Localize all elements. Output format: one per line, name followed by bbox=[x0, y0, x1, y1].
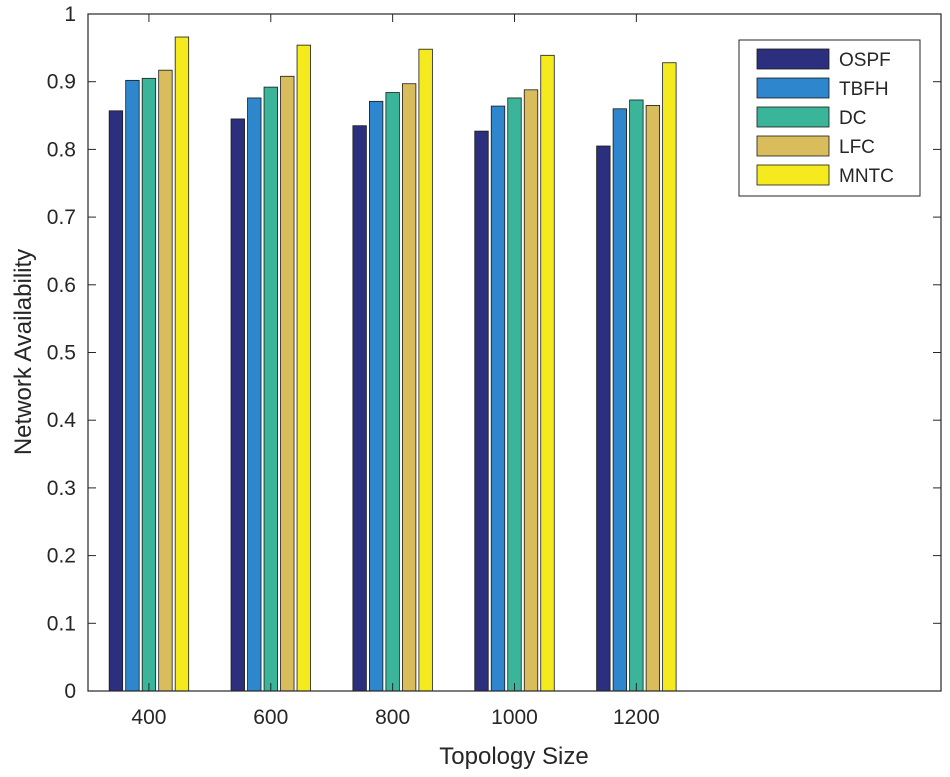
legend-label-dc: DC bbox=[839, 108, 866, 129]
x-axis-ticks: 400 600 800 1000 1200 bbox=[131, 14, 660, 729]
bar-ospf-1200 bbox=[596, 145, 611, 692]
y-tick-label: 0.1 bbox=[47, 612, 76, 635]
bar-mntc-1000 bbox=[540, 54, 555, 692]
bar-mntc-600 bbox=[296, 44, 311, 692]
bar-ospf-800 bbox=[352, 125, 367, 692]
bar-dc-1200 bbox=[629, 99, 644, 692]
legend-swatch-dc bbox=[756, 106, 830, 128]
y-tick-label: 0.2 bbox=[47, 545, 76, 568]
legend-swatch-tbfh bbox=[756, 77, 830, 99]
bar-lfc-600 bbox=[280, 75, 295, 692]
bar-tbfh-600 bbox=[247, 97, 262, 692]
bar-ospf-1000 bbox=[474, 130, 489, 692]
x-tick-label: 600 bbox=[253, 706, 288, 729]
legend: OSPF TBFH DC LFC MNTC bbox=[738, 39, 921, 197]
bar-tbfh-800 bbox=[368, 100, 384, 692]
y-tick-label: 0 bbox=[64, 680, 76, 703]
bar-mntc-800 bbox=[418, 48, 433, 692]
y-axis-ticks: 0 0.1 0.2 0.3 0.4 0.5 0.6 0.7 0.8 0.9 1 bbox=[47, 3, 941, 703]
bar-lfc-1000 bbox=[523, 89, 539, 692]
legend-label-lfc: LFC bbox=[839, 137, 875, 158]
legend-swatch-ospf bbox=[756, 48, 830, 70]
x-axis-label: Topology Size bbox=[439, 743, 588, 770]
bar-dc-1000 bbox=[507, 97, 522, 692]
legend-label-ospf: OSPF bbox=[839, 50, 891, 71]
y-tick-label: 0.4 bbox=[47, 409, 77, 432]
y-tick-label: 0.5 bbox=[47, 342, 76, 365]
bar-ospf-600 bbox=[230, 118, 245, 692]
bar-dc-400 bbox=[141, 77, 157, 692]
legend-swatch-mntc bbox=[756, 164, 830, 186]
bar-lfc-400 bbox=[158, 69, 173, 692]
x-tick-label: 1000 bbox=[491, 706, 538, 729]
bars-group bbox=[108, 36, 677, 692]
y-tick-label: 1 bbox=[64, 3, 76, 26]
bar-ospf-400 bbox=[108, 110, 124, 692]
y-axis-label: Network Availability bbox=[10, 249, 37, 455]
bar-mntc-400 bbox=[174, 36, 190, 692]
bar-lfc-1200 bbox=[645, 104, 661, 692]
x-tick-label: 800 bbox=[375, 706, 410, 729]
y-tick-label: 0.8 bbox=[47, 138, 76, 161]
y-tick-label: 0.7 bbox=[47, 206, 76, 229]
x-tick-label: 1200 bbox=[613, 706, 660, 729]
y-tick-label: 0.6 bbox=[47, 274, 76, 297]
bar-tbfh-1200 bbox=[612, 108, 628, 692]
bar-tbfh-400 bbox=[125, 79, 140, 692]
bar-mntc-1200 bbox=[662, 62, 677, 692]
legend-swatch-lfc bbox=[756, 135, 830, 157]
legend-label-tbfh: TBFH bbox=[839, 79, 889, 100]
y-tick-label: 0.9 bbox=[47, 71, 76, 94]
bar-tbfh-1000 bbox=[490, 105, 506, 692]
bar-dc-600 bbox=[263, 86, 278, 692]
y-tick-label: 0.3 bbox=[47, 477, 76, 500]
legend-label-mntc: MNTC bbox=[839, 166, 894, 187]
x-tick-label: 400 bbox=[131, 706, 166, 729]
bar-lfc-800 bbox=[401, 83, 417, 692]
bar-dc-800 bbox=[385, 92, 400, 692]
